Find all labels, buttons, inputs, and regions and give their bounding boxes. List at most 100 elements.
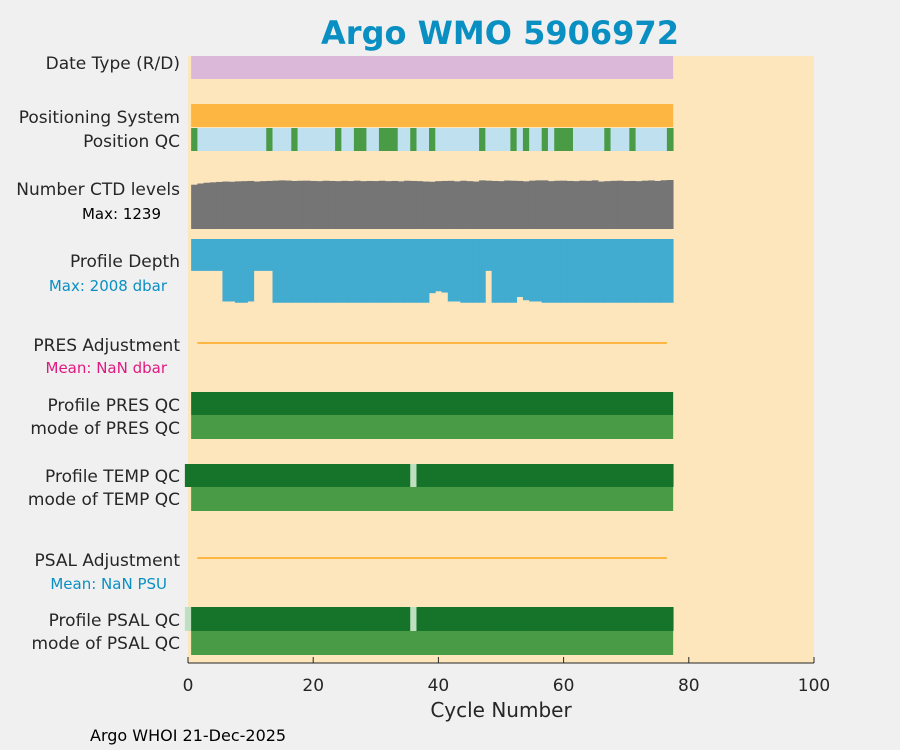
plot-background (188, 56, 814, 663)
profile-depth-bar (510, 239, 518, 303)
profile-psal-qc-cell (322, 607, 330, 631)
profile-temp-qc-cell (454, 464, 461, 487)
profile-psal-qc-cell (253, 607, 261, 631)
ctd-levels-bar (572, 181, 580, 229)
profile-temp-qc-cell (285, 464, 292, 487)
profile-depth-bar (353, 239, 361, 303)
position-qc-cell (353, 128, 361, 151)
mode-temp-qc-bar (191, 487, 674, 511)
position-qc-cell (247, 128, 255, 151)
ctd-levels-bar (347, 181, 355, 229)
position-qc-cell (541, 128, 549, 151)
profile-temp-qc-cell (203, 464, 211, 487)
profile-depth-bar (416, 239, 424, 303)
profile-depth-bar (516, 239, 524, 298)
ctd-levels-bar (397, 181, 405, 229)
position-qc-cell (341, 128, 349, 151)
profile-psal-qc-cell (479, 607, 486, 631)
ctd-levels-bar (310, 180, 317, 229)
profile-depth-bar (316, 239, 323, 303)
profile-depth-bar (460, 239, 467, 303)
profile-psal-qc-cell (491, 607, 499, 631)
ctd-levels-bar (209, 182, 217, 229)
profile-depth-bar (272, 239, 280, 303)
profile-depth-bar (241, 239, 248, 303)
profile-temp-qc-cell (278, 464, 286, 487)
position-qc-cell (510, 128, 518, 151)
position-qc-cell (372, 128, 380, 151)
profile-psal-qc-cell (510, 607, 518, 631)
ctd-levels-bar (610, 180, 618, 229)
profile-temp-qc-cell (335, 464, 342, 487)
mode-psal-qc-bar (191, 631, 674, 655)
positioning-system-bar (191, 104, 674, 127)
profile-depth-bar (641, 239, 649, 303)
ctd-levels-bar (510, 180, 518, 229)
profile-temp-qc-cell (253, 464, 261, 487)
position-qc-cell (209, 128, 217, 151)
profile-psal-qc-cell (259, 607, 267, 631)
profile-temp-qc-cell (585, 464, 593, 487)
profile-psal-qc-cell (416, 607, 424, 631)
profile-psal-qc-cell (541, 607, 549, 631)
position-qc-cell (316, 128, 323, 151)
position-qc-cell (623, 128, 630, 151)
position-qc-cell (522, 128, 530, 151)
ctd-levels-bar (472, 181, 480, 229)
profile-temp-qc-cell (347, 464, 355, 487)
profile-temp-qc-cell (616, 464, 624, 487)
x-tick-label: 40 (428, 676, 450, 696)
profile-temp-qc-cell (635, 464, 643, 487)
position-qc-cell (272, 128, 280, 151)
profile-psal-qc-cell (266, 607, 273, 631)
profile-psal-qc-cell (441, 607, 449, 631)
profile-temp-qc-cell (228, 464, 236, 487)
profile-psal-qc-cell (403, 607, 411, 631)
profile-depth-bar (572, 239, 580, 303)
profile-psal-qc-cell (429, 607, 436, 631)
ctd-levels-max: Max: 1239 (82, 205, 161, 223)
profile-depth-bar (285, 239, 292, 303)
profile-temp-qc-cell (222, 464, 230, 487)
profile-depth-bar (610, 239, 618, 303)
profile-psal-qc-cell (447, 607, 455, 631)
profile-temp-qc-cell (266, 464, 273, 487)
profile-depth-bar (547, 239, 555, 303)
chart-marks (184, 56, 814, 663)
label-mode-pres-qc: mode of PRES QC (30, 419, 180, 439)
ctd-levels-bar (666, 180, 674, 229)
position-qc-cell (466, 128, 474, 151)
profile-temp-qc-cell (435, 464, 442, 487)
position-qc-cell (491, 128, 499, 151)
profile-psal-qc-cell (535, 607, 543, 631)
position-qc-cell (535, 128, 543, 151)
position-qc-cell (378, 128, 386, 151)
profile-temp-qc-cell (247, 464, 255, 487)
position-qc-cell (228, 128, 236, 151)
ctd-levels-bar (297, 180, 305, 229)
profile-psal-qc-cell (572, 607, 580, 631)
profile-temp-qc-cell (497, 464, 505, 487)
profile-temp-qc-cell (403, 464, 411, 487)
ctd-levels-bar (322, 180, 330, 229)
profile-depth-bar (579, 239, 586, 303)
profile-temp-qc-cell (629, 464, 636, 487)
profile-psal-qc-cell (410, 607, 417, 631)
position-qc-cell (591, 128, 599, 151)
profile-temp-qc-cell (560, 464, 568, 487)
profile-temp-qc-cell (666, 464, 674, 487)
profile-depth-bar (347, 239, 355, 303)
profile-psal-qc-cell (297, 607, 305, 631)
profile-temp-qc-cell (566, 464, 574, 487)
profile-temp-qc-cell (316, 464, 323, 487)
profile-depth-bar (291, 239, 298, 303)
profile-psal-qc-cell (591, 607, 599, 631)
profile-temp-qc-cell (472, 464, 480, 487)
profile-temp-qc-cell (660, 464, 668, 487)
mode-pres-qc-bar (191, 415, 674, 439)
profile-psal-qc-cell (341, 607, 349, 631)
profile-psal-qc-cell (497, 607, 505, 631)
ctd-levels-bar (216, 181, 223, 229)
profile-temp-qc-cell (641, 464, 649, 487)
position-qc-cell (253, 128, 261, 151)
